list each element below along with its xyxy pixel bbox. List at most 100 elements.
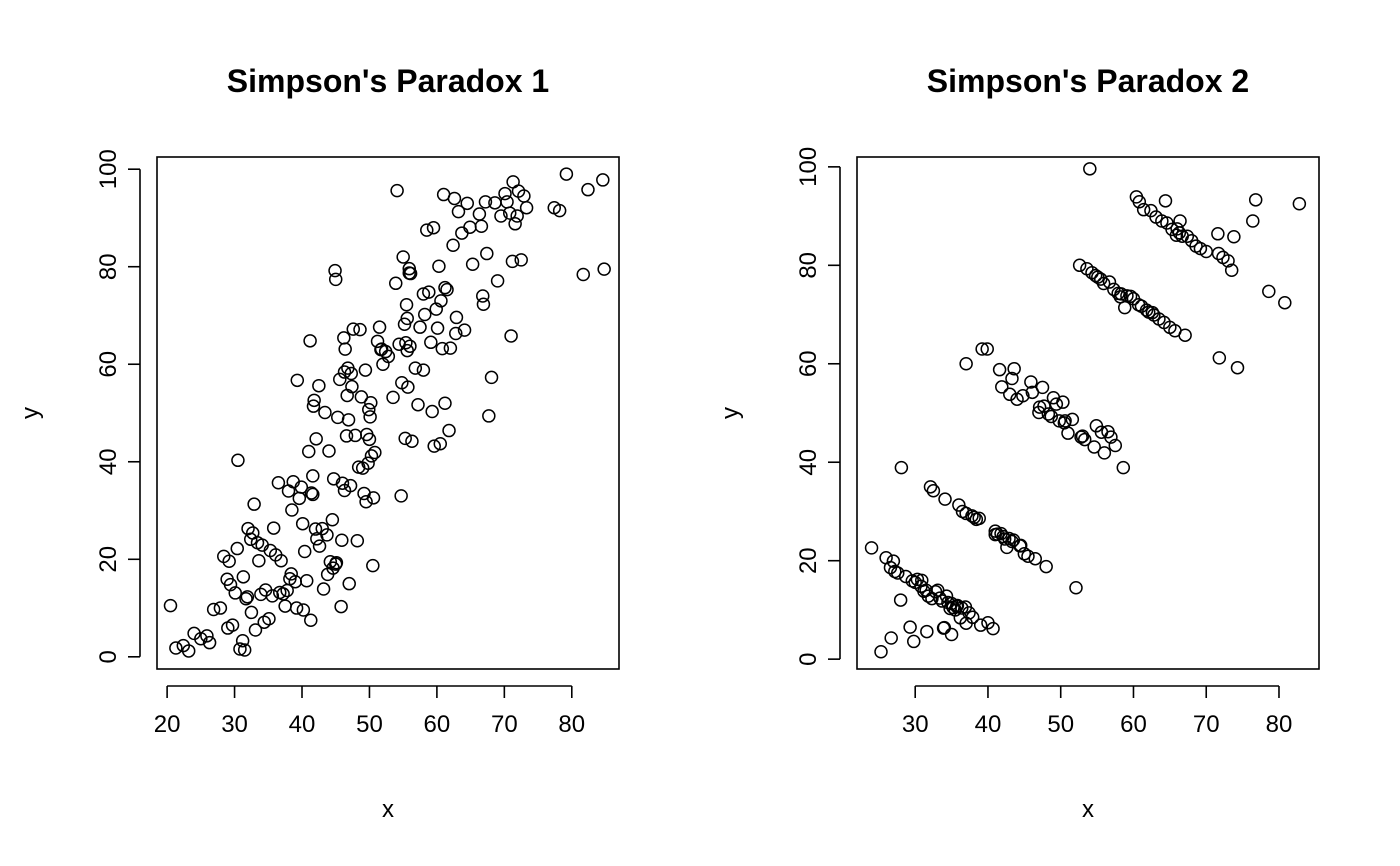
data-point: [975, 342, 989, 356]
data-point: [413, 320, 427, 334]
data-point: [335, 476, 350, 490]
data-point: [233, 642, 247, 656]
data-point: [312, 378, 326, 393]
data-point: [240, 590, 255, 604]
data-point: [449, 310, 464, 325]
data-point: [235, 633, 250, 648]
data-point: [438, 280, 452, 295]
data-point: [366, 491, 381, 505]
data-point: [1049, 397, 1064, 411]
data-point: [1065, 412, 1080, 427]
x-tick-label: 50: [1047, 711, 1074, 738]
data-point: [274, 553, 288, 568]
data-point: [334, 599, 348, 614]
data-point: [938, 492, 952, 506]
data-point: [514, 253, 528, 267]
data-point: [1041, 407, 1056, 421]
data-point: [265, 589, 280, 603]
data-point: [318, 405, 332, 420]
data-point: [312, 539, 327, 553]
data-point: [430, 321, 445, 335]
data-point: [1211, 227, 1225, 241]
data-point: [339, 429, 354, 443]
data-point: [328, 557, 343, 571]
data-point: [396, 250, 410, 264]
data-point: [1262, 284, 1276, 299]
data-point: [429, 302, 443, 316]
data-point: [1158, 194, 1173, 208]
data-point: [1072, 258, 1087, 273]
data-point: [400, 311, 414, 326]
data-point: [1132, 195, 1147, 209]
data-point: [959, 506, 973, 521]
x-tick-label: 20: [154, 711, 181, 738]
data-point: [432, 259, 446, 273]
y-tick-label: 40: [795, 449, 822, 476]
data-point: [181, 644, 196, 658]
data-point: [308, 522, 323, 536]
data-point: [903, 620, 917, 634]
data-point: [364, 396, 378, 410]
data-point: [498, 186, 512, 201]
data-point: [1178, 328, 1192, 342]
data-point: [1013, 538, 1028, 553]
data-point: [581, 182, 595, 197]
data-point: [935, 594, 949, 608]
data-point: [223, 577, 238, 592]
data-point: [952, 498, 966, 512]
data-point: [416, 363, 431, 377]
data-point: [368, 445, 382, 460]
data-point: [306, 487, 320, 502]
x-tick-label: 40: [289, 711, 316, 738]
data-point: [434, 294, 448, 308]
data-point: [890, 566, 905, 580]
data-point: [213, 601, 228, 615]
data-point: [331, 410, 345, 425]
data-point: [874, 645, 888, 659]
data-point: [418, 307, 432, 322]
data-point: [510, 209, 524, 223]
x-axis-label-1: x: [382, 796, 394, 823]
data-point: [433, 436, 448, 451]
data-point: [463, 220, 477, 234]
data-point: [972, 511, 986, 526]
data-point: [295, 516, 310, 531]
data-point: [366, 558, 380, 573]
data-point: [271, 475, 286, 490]
data-point: [337, 365, 352, 379]
data-point: [482, 409, 496, 423]
x-tick-label: 60: [424, 711, 451, 738]
data-point: [1145, 305, 1160, 320]
data-point: [290, 373, 305, 388]
data-point: [1278, 295, 1292, 310]
data-point: [386, 390, 400, 405]
data-point: [262, 612, 276, 626]
data-point: [1056, 395, 1070, 409]
data-point: [202, 635, 217, 650]
data-point: [893, 593, 908, 607]
data-point: [206, 602, 221, 617]
data-point: [926, 484, 941, 498]
data-point: [247, 497, 261, 511]
data-point: [328, 272, 343, 287]
data-point: [284, 567, 298, 581]
data-point: [435, 341, 450, 356]
data-point: [225, 618, 240, 632]
data-point: [345, 379, 359, 394]
data-point: [884, 631, 898, 645]
data-point: [455, 226, 469, 240]
data-point: [372, 320, 387, 334]
data-point: [1017, 547, 1032, 561]
data-point: [864, 541, 879, 555]
data-point: [506, 175, 520, 189]
data-point: [1077, 432, 1092, 447]
plot-title-1: Simpson's Paradox 1: [227, 63, 549, 99]
data-point: [1116, 460, 1131, 475]
x-axis-label-2: x: [1082, 796, 1094, 823]
data-point: [1292, 197, 1307, 211]
data-point: [1113, 290, 1128, 304]
data-point: [325, 513, 340, 527]
data-point: [478, 195, 493, 209]
data-point: [1005, 371, 1019, 386]
